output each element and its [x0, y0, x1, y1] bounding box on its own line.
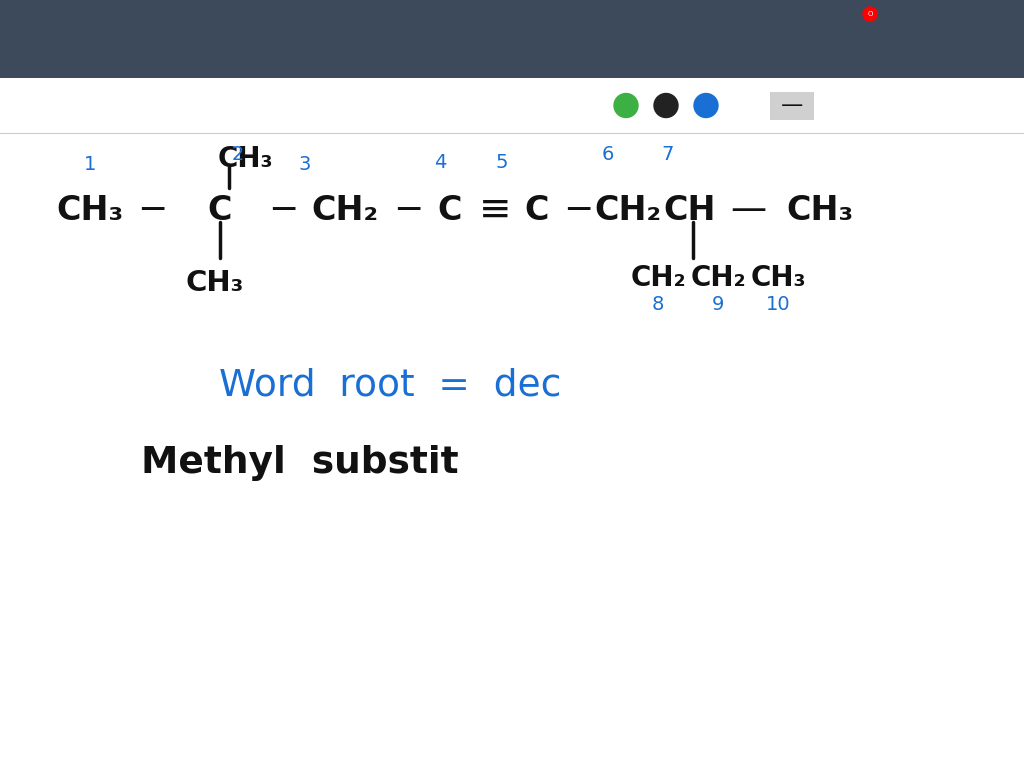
- Bar: [0, 28, 1024, 78]
- Text: ◇: ◇: [194, 97, 207, 114]
- Text: 1: 1: [84, 155, 96, 174]
- Text: CH: CH: [664, 194, 716, 227]
- Text: ✕: ✕: [948, 45, 962, 61]
- Text: T: T: [517, 97, 528, 114]
- Text: —: —: [737, 95, 759, 115]
- Text: 5: 5: [496, 153, 508, 171]
- Text: CH₃: CH₃: [751, 264, 806, 292]
- Text: —: —: [833, 91, 860, 120]
- Text: C: C: [208, 194, 232, 227]
- Text: −: −: [563, 193, 593, 227]
- Text: ⊞: ⊞: [48, 45, 61, 61]
- Text: ...: ...: [506, 7, 518, 21]
- Text: /: /: [252, 97, 258, 114]
- Text: ...: ...: [985, 45, 999, 61]
- Text: CH₂: CH₂: [690, 264, 745, 292]
- Circle shape: [694, 94, 718, 118]
- Text: Q: Q: [84, 45, 96, 61]
- Circle shape: [863, 7, 877, 21]
- Circle shape: [654, 94, 678, 118]
- Text: CH₂: CH₂: [630, 264, 686, 292]
- Text: 10: 10: [766, 296, 791, 315]
- Text: ⊡: ⊡: [300, 97, 315, 114]
- Text: −: −: [393, 193, 423, 227]
- Text: CH₃: CH₃: [200, 101, 258, 129]
- Text: 3: 3: [299, 155, 311, 174]
- Circle shape: [614, 94, 638, 118]
- Text: C: C: [437, 194, 462, 227]
- Text: 9: 9: [712, 296, 724, 315]
- Text: 4: 4: [434, 153, 446, 171]
- Text: Word  root  =  dec: Word root = dec: [219, 367, 561, 403]
- Text: C: C: [524, 194, 549, 227]
- Bar: [770, 91, 814, 120]
- Text: ○: ○: [354, 97, 370, 114]
- Text: ⊞: ⊞: [911, 45, 925, 61]
- Text: ↩: ↩: [831, 44, 848, 62]
- Text: 6: 6: [602, 145, 614, 164]
- Text: 100%: 100%: [978, 9, 1010, 19]
- Text: ☆: ☆: [407, 97, 423, 114]
- Text: ⊟: ⊟: [87, 97, 102, 114]
- Text: Methyl  substit: Methyl substit: [141, 445, 459, 481]
- Text: CH₃: CH₃: [185, 269, 244, 297]
- Text: O: O: [867, 11, 872, 17]
- Text: —: —: [730, 193, 766, 227]
- Text: ↪: ↪: [871, 44, 888, 62]
- Bar: [0, 78, 1024, 133]
- Text: CH₃: CH₃: [56, 194, 124, 227]
- Text: ⊡: ⊡: [461, 97, 475, 114]
- Text: 2: 2: [231, 145, 244, 164]
- Text: ⌁: ⌁: [567, 97, 579, 114]
- Text: /: /: [145, 97, 152, 114]
- Text: 11:38 AM  Mon 18 Apr: 11:38 AM Mon 18 Apr: [12, 8, 142, 21]
- Text: CH₃: CH₃: [217, 145, 272, 173]
- Text: ⊓: ⊓: [119, 45, 131, 61]
- Text: Numerade ˅: Numerade ˅: [462, 44, 562, 62]
- Bar: [0, 0, 1024, 28]
- Text: ⬆: ⬆: [157, 46, 168, 60]
- Text: 8: 8: [652, 296, 665, 315]
- Text: 7: 7: [662, 145, 674, 164]
- Text: −: −: [268, 193, 298, 227]
- Text: —: —: [781, 95, 803, 115]
- Text: −: −: [137, 193, 167, 227]
- Text: CH₃: CH₃: [786, 194, 854, 227]
- Text: <: <: [20, 44, 35, 62]
- Text: ≡: ≡: [478, 191, 511, 229]
- Text: CH₂: CH₂: [311, 194, 379, 227]
- Text: CH₂: CH₂: [595, 194, 662, 227]
